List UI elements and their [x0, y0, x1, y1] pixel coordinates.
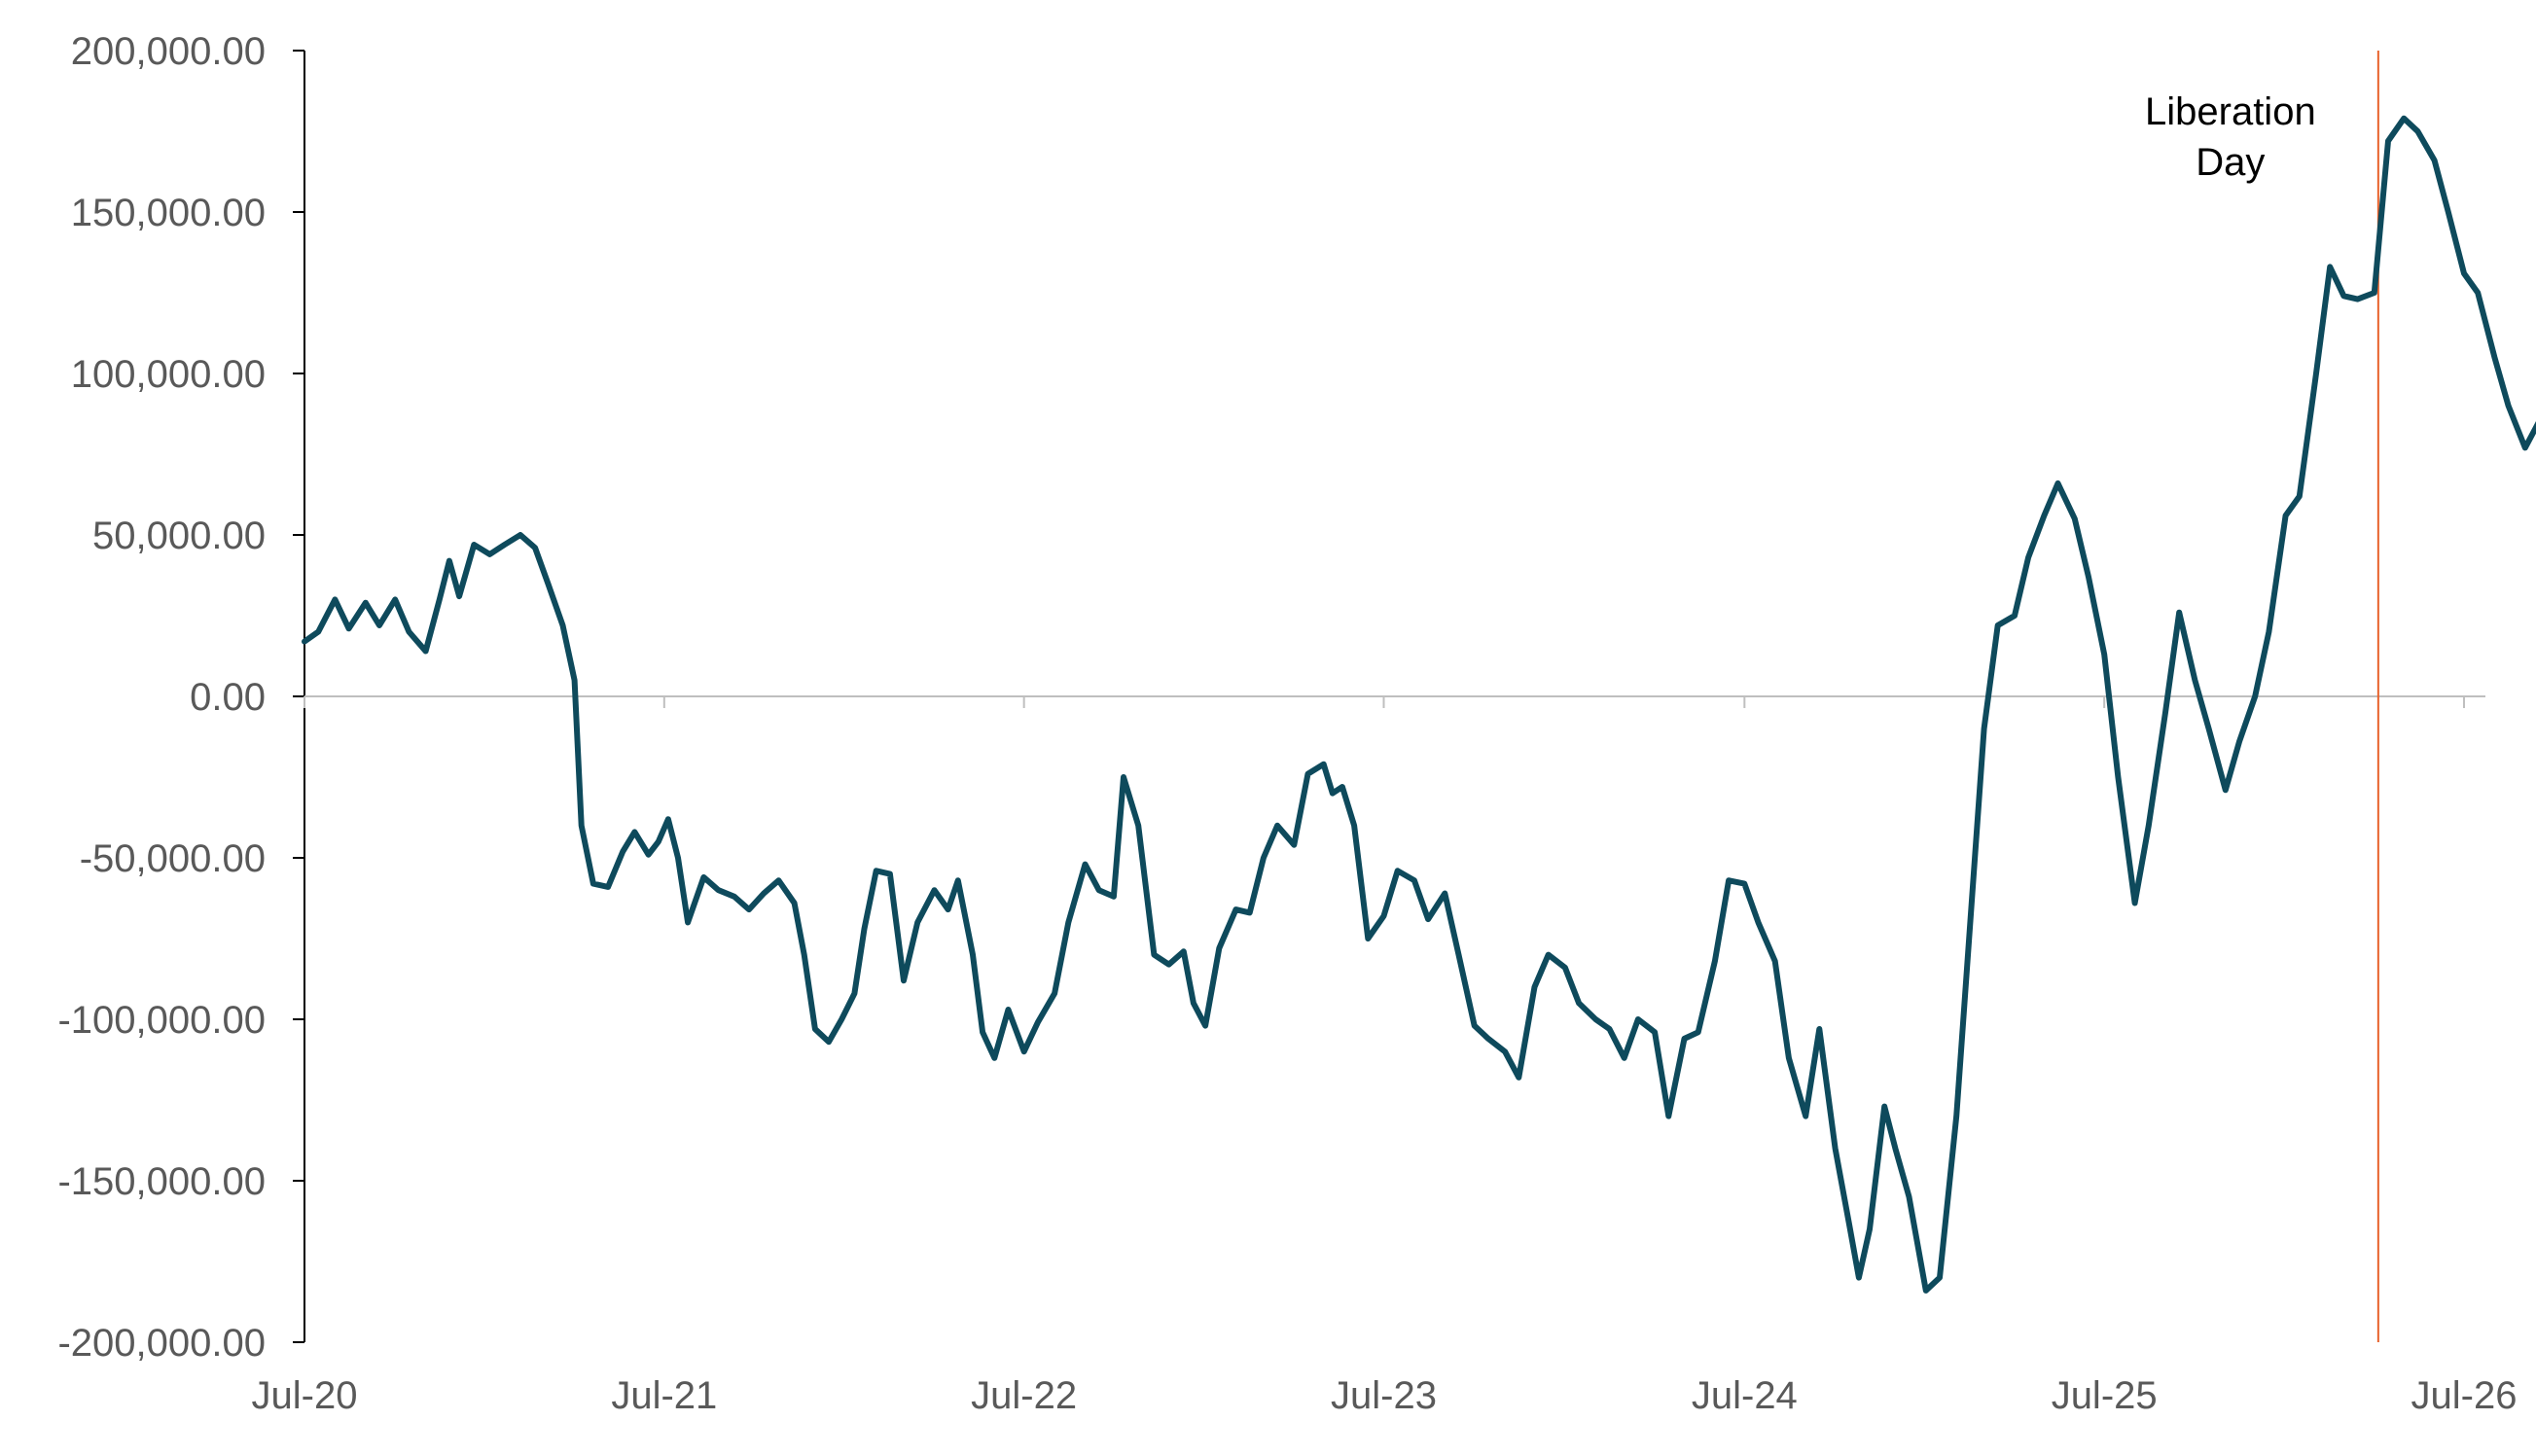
y-tick-label: -100,000.00 — [57, 999, 266, 1042]
y-tick-label: 150,000.00 — [71, 192, 266, 234]
y-tick-label: -50,000.00 — [80, 837, 266, 880]
x-tick-label: Jul-24 — [1692, 1374, 1798, 1417]
series — [302, 115, 2536, 1294]
annotation-label: Liberation Day — [2145, 90, 2316, 184]
series-line — [302, 115, 2536, 1294]
y-tick-label: -150,000.00 — [57, 1160, 266, 1203]
x-tick-label: Jul-26 — [2411, 1374, 2518, 1417]
x-tick-label: Jul-20 — [252, 1374, 358, 1417]
y-tick-label: -200,000.00 — [57, 1322, 266, 1365]
annotation-label-line: Day — [2196, 141, 2265, 184]
y-tick-label: 100,000.00 — [71, 353, 266, 396]
y-tick-label: 0.00 — [190, 676, 266, 719]
y-tick-label: 50,000.00 — [92, 515, 266, 557]
x-tick-label: Jul-22 — [971, 1374, 1077, 1417]
x-tick-label: Jul-23 — [1331, 1374, 1437, 1417]
x-tick-label: Jul-25 — [2052, 1374, 2158, 1417]
y-tick-label: 200,000.00 — [71, 30, 266, 73]
annotation-label-line: Liberation — [2145, 90, 2316, 133]
axes: 200,000.00 150,000.00 100,000.00 50,000.00 0… — [57, 30, 2517, 1417]
x-tick-label: Jul-21 — [611, 1374, 717, 1417]
